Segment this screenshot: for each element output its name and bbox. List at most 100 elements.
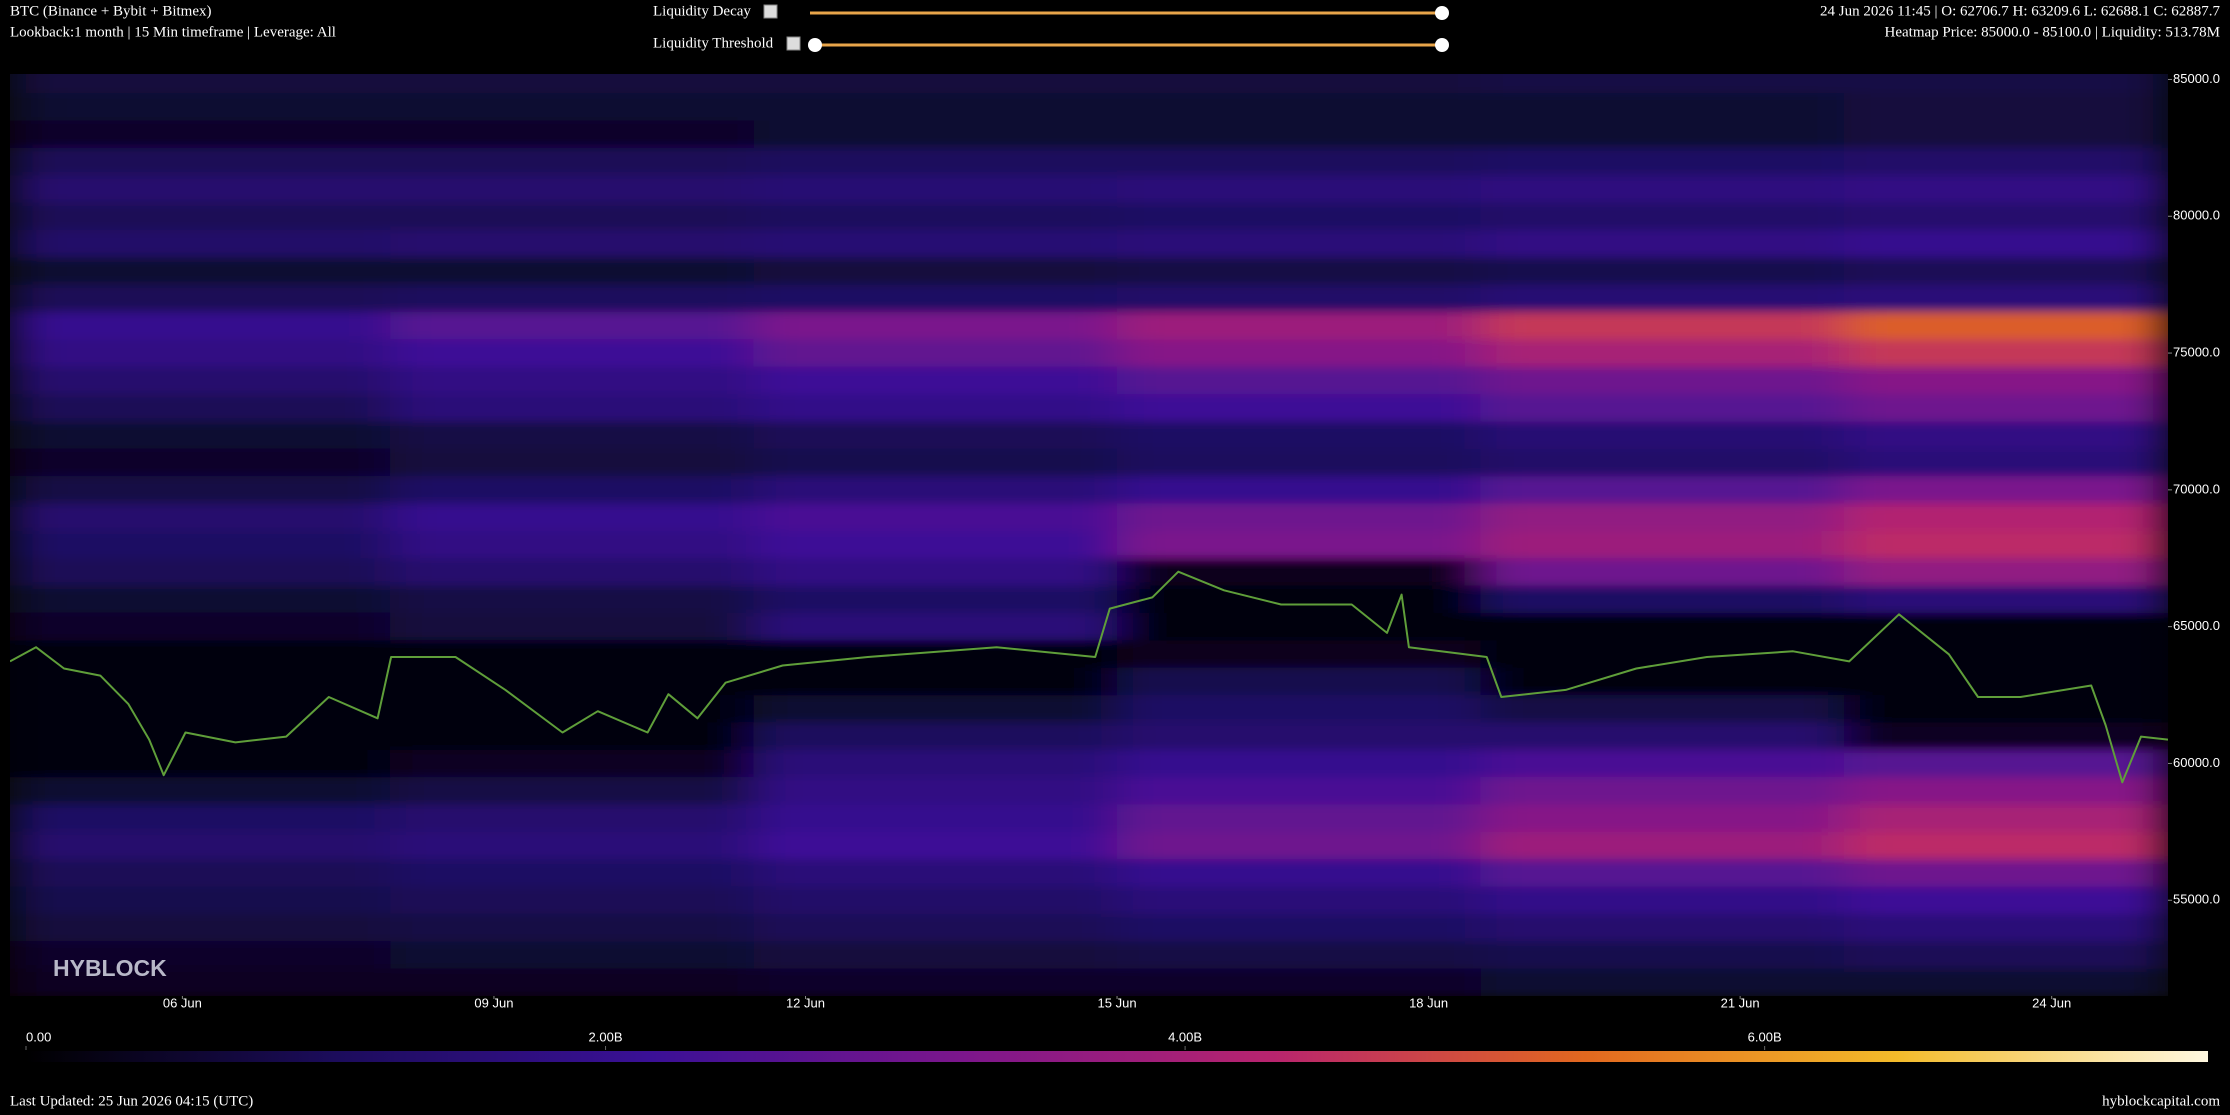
heat-cell bbox=[390, 312, 755, 341]
heat-cell bbox=[753, 120, 1119, 149]
heat-cell bbox=[1117, 585, 1482, 614]
heat-cell bbox=[1117, 831, 1482, 861]
heat-cell bbox=[753, 530, 1119, 560]
heat-cell bbox=[1117, 93, 1482, 122]
heat-cell bbox=[1843, 913, 2168, 943]
heat-cell bbox=[1480, 448, 1845, 478]
colorbar-tick-label: 4.00B bbox=[1168, 1029, 1202, 1044]
x-tick-label: 09 Jun bbox=[474, 995, 513, 1010]
x-tick-label: 18 Jun bbox=[1409, 995, 1448, 1010]
x-tick-label: 15 Jun bbox=[1098, 995, 1137, 1010]
heat-cell bbox=[1117, 421, 1482, 450]
y-tick-label: 80000.0 bbox=[2173, 208, 2220, 223]
heat-cell bbox=[390, 503, 755, 532]
heat-cell bbox=[1480, 831, 1845, 861]
heat-cell bbox=[753, 394, 1119, 423]
heat-cell bbox=[1843, 503, 2168, 532]
heat-cell bbox=[390, 941, 755, 970]
heat-cell bbox=[1843, 968, 2168, 996]
heat-cell bbox=[1843, 941, 2168, 970]
heat-cell bbox=[390, 640, 755, 669]
heat-cell bbox=[1480, 229, 1845, 259]
heat-cell bbox=[1117, 339, 1482, 368]
slider-knob[interactable] bbox=[808, 38, 822, 52]
heat-cell bbox=[10, 448, 392, 478]
heat-cell bbox=[1480, 530, 1845, 560]
slider-label: Liquidity Threshold bbox=[653, 35, 774, 51]
y-tick-label: 65000.0 bbox=[2173, 618, 2220, 633]
heat-cell bbox=[1843, 558, 2168, 587]
heat-cell bbox=[1117, 202, 1482, 231]
heat-cell bbox=[10, 93, 392, 122]
heat-cell bbox=[753, 585, 1119, 614]
heat-cell bbox=[1843, 229, 2168, 259]
heat-cell bbox=[10, 503, 392, 532]
heat-cell bbox=[753, 312, 1119, 341]
heat-cell bbox=[1843, 667, 2168, 697]
colorbar bbox=[26, 1051, 2208, 1062]
slider-knob[interactable] bbox=[1435, 38, 1449, 52]
heat-cell bbox=[1843, 886, 2168, 915]
heat-cell bbox=[753, 175, 1119, 204]
last-updated: Last Updated: 25 Jun 2026 04:15 (UTC) bbox=[10, 1093, 253, 1109]
heat-cell bbox=[1843, 831, 2168, 861]
heat-cell bbox=[10, 859, 392, 888]
heat-cell bbox=[10, 941, 392, 970]
heat-cell bbox=[753, 448, 1119, 478]
heat-cell bbox=[390, 175, 755, 204]
heat-cell bbox=[390, 859, 755, 888]
heat-cell bbox=[753, 284, 1119, 314]
heat-cell bbox=[753, 777, 1119, 806]
heat-cell bbox=[1843, 612, 2168, 642]
heat-cell bbox=[390, 667, 755, 697]
chart-subtitle: Lookback:1 month | 15 Min timeframe | Le… bbox=[10, 24, 336, 40]
heat-cell bbox=[1843, 777, 2168, 806]
heat-cell bbox=[10, 394, 392, 423]
heat-cell bbox=[753, 640, 1119, 669]
slider-label: Liquidity Decay bbox=[653, 3, 751, 19]
heat-cell bbox=[1117, 859, 1482, 888]
heat-cell bbox=[1117, 312, 1482, 341]
heat-cell bbox=[10, 175, 392, 204]
heat-cell bbox=[390, 93, 755, 122]
heat-cell bbox=[1843, 257, 2168, 286]
heat-cell bbox=[390, 476, 755, 505]
heat-cell bbox=[1117, 558, 1482, 587]
heat-cell bbox=[1480, 913, 1845, 943]
heat-cell bbox=[390, 448, 755, 478]
heat-cell bbox=[1843, 147, 2168, 177]
icon bbox=[786, 36, 801, 51]
heat-cell bbox=[1117, 913, 1482, 943]
heat-cell bbox=[10, 366, 392, 396]
heat-cell bbox=[1480, 476, 1845, 505]
heat-cell bbox=[10, 585, 392, 614]
heat-cell bbox=[1843, 640, 2168, 669]
heat-cell bbox=[10, 312, 392, 341]
heat-cell bbox=[753, 421, 1119, 450]
heat-cell bbox=[1117, 448, 1482, 478]
heat-cell bbox=[1843, 74, 2168, 95]
heat-cell bbox=[1117, 612, 1482, 642]
heat-cell bbox=[1480, 968, 1845, 996]
heat-cell bbox=[1843, 175, 2168, 204]
heat-cell bbox=[1480, 257, 1845, 286]
heat-cell bbox=[1480, 859, 1845, 888]
heat-cell bbox=[753, 503, 1119, 532]
heat-cell bbox=[1480, 93, 1845, 122]
heat-cell bbox=[10, 558, 392, 587]
heat-cell bbox=[10, 667, 392, 697]
heat-cell bbox=[1480, 120, 1845, 149]
heat-cell bbox=[1480, 941, 1845, 970]
slider-knob[interactable] bbox=[1435, 6, 1449, 20]
heat-cell bbox=[753, 695, 1119, 724]
heat-cell bbox=[1843, 366, 2168, 396]
watermark: HYBLOCK bbox=[53, 955, 167, 981]
heat-cell bbox=[1843, 722, 2168, 751]
heat-cell bbox=[390, 585, 755, 614]
heat-cell bbox=[753, 722, 1119, 751]
ohlc-readout: 24 Jun 2026 11:45 | O: 62706.7 H: 63209.… bbox=[1820, 3, 2220, 19]
heat-cell bbox=[1117, 941, 1482, 970]
heat-cell bbox=[1480, 777, 1845, 806]
heat-cell bbox=[753, 913, 1119, 943]
heat-cell bbox=[1117, 968, 1482, 996]
